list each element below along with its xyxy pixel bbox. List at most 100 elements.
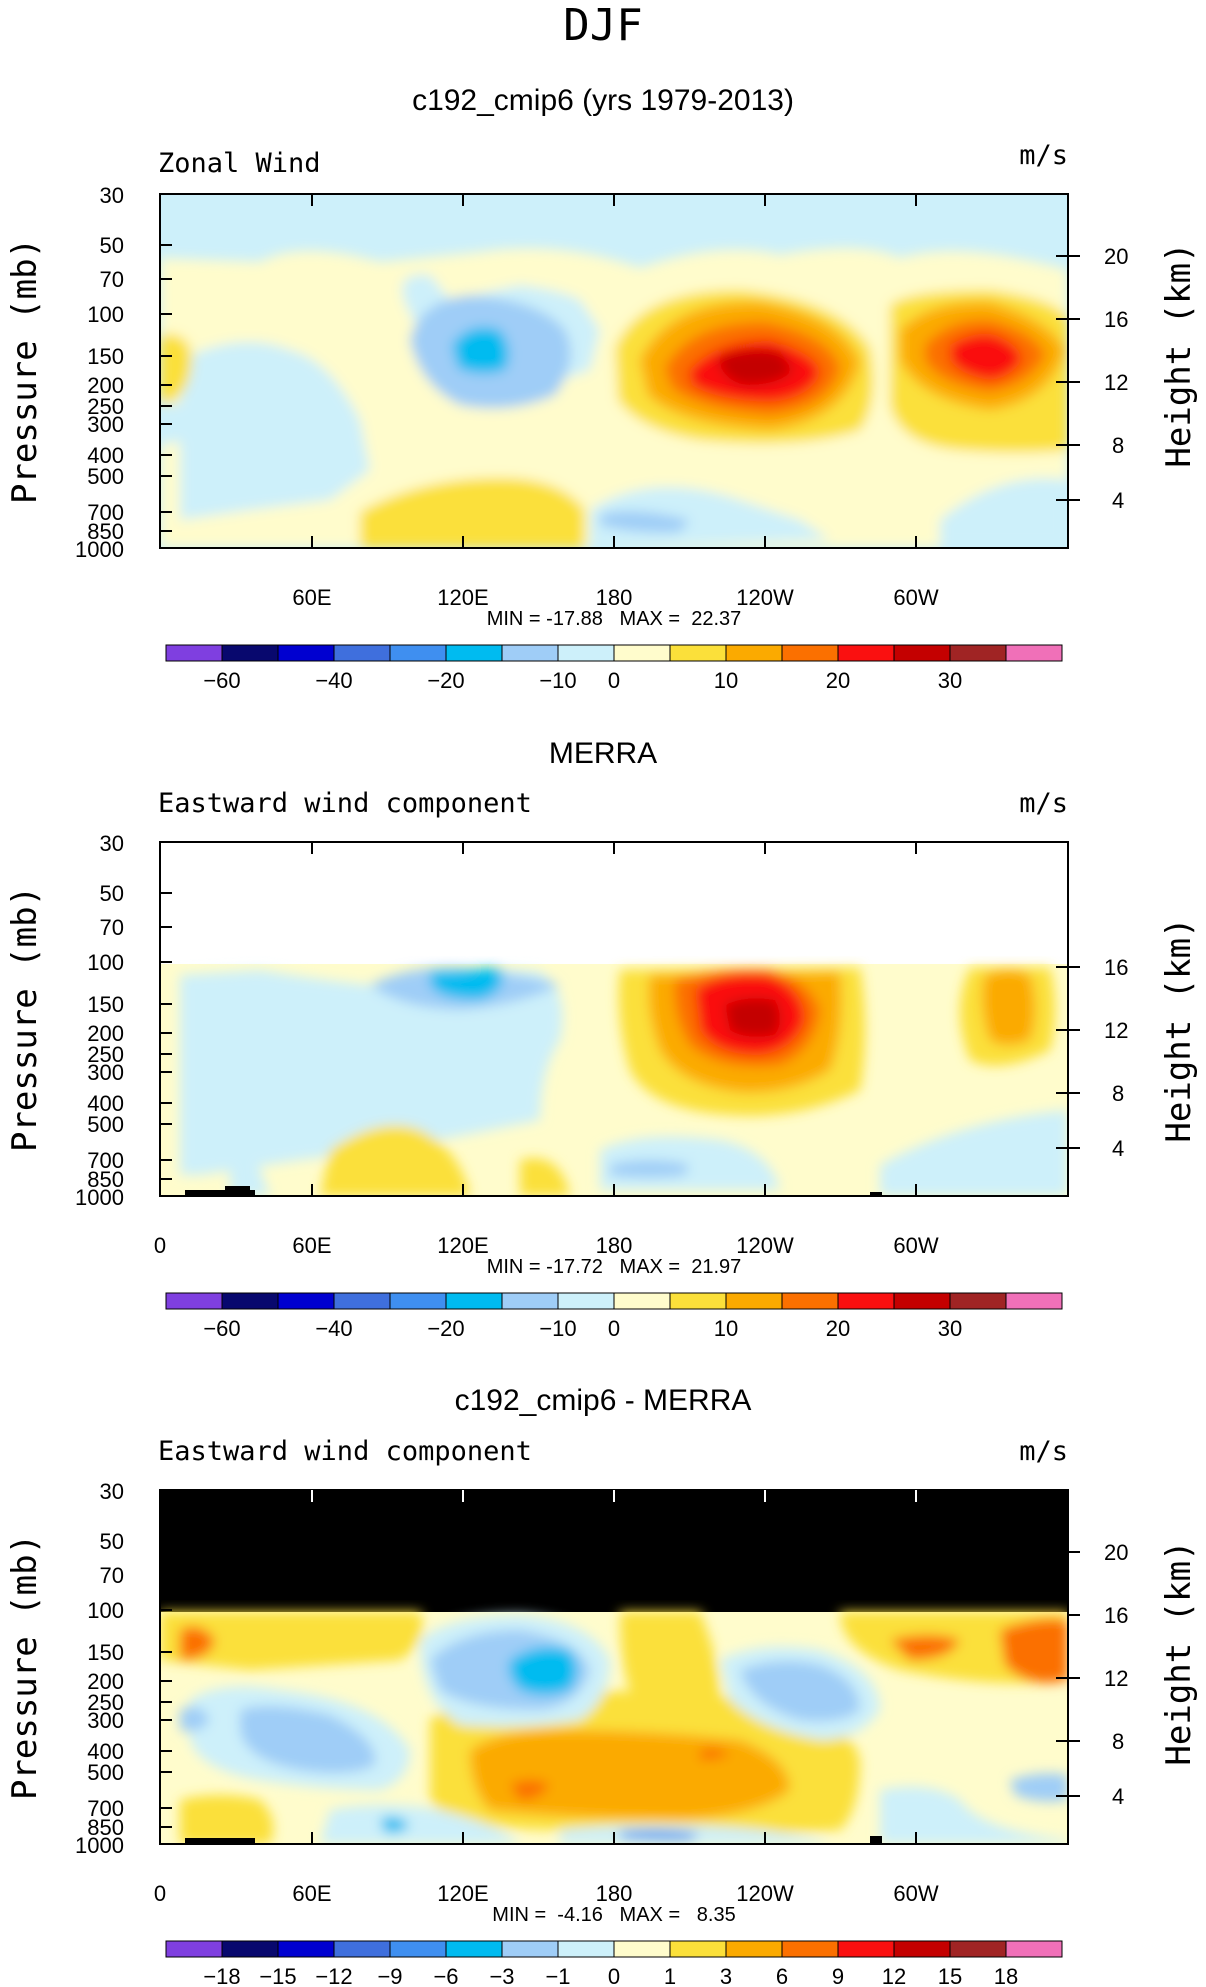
- contour-field: [160, 194, 1068, 548]
- y-tick-label: 200: [87, 1669, 124, 1694]
- y-tick-label: 400: [87, 1739, 124, 1764]
- y-tick-label-right: 4: [1112, 1784, 1124, 1809]
- y-tick-label: 400: [87, 1091, 124, 1116]
- colorbar-box: [725, 644, 783, 662]
- colorbar-box: [221, 644, 279, 662]
- colorbar-box: [389, 644, 447, 662]
- y-tick-label: 100: [87, 1598, 124, 1623]
- y-tick-label-right: 8: [1112, 1729, 1124, 1754]
- colorbar-box: [389, 1292, 447, 1310]
- y-tick-label-right: 4: [1112, 488, 1124, 513]
- colorbar-box: [781, 1292, 839, 1310]
- y-tick-label-right: 16: [1104, 1603, 1128, 1628]
- y-tick-label: 200: [87, 373, 124, 398]
- colorbar-label: −9: [377, 1964, 402, 1987]
- colorbar-label: −1: [545, 1964, 570, 1987]
- colorbar-label: −20: [427, 668, 464, 693]
- colorbar-box: [165, 1292, 223, 1310]
- colorbar-label: 0: [608, 1964, 620, 1987]
- y-axis-label: Pressure (mb): [5, 1534, 45, 1800]
- units-label: m/s: [1019, 788, 1068, 819]
- y-tick-label: 30: [100, 1479, 124, 1504]
- x-tick-label: 60W: [893, 1233, 938, 1258]
- colorbar-label: 15: [938, 1964, 962, 1987]
- y-tick-label: 50: [100, 1529, 124, 1554]
- panel-difference: c192_cmip6 - MERRA Eastward wind compone…: [5, 1384, 1199, 1987]
- x-tick-label: 120E: [437, 1233, 488, 1258]
- colorbar-label: 30: [938, 1316, 962, 1341]
- colorbar-label: −20: [427, 1316, 464, 1341]
- y-tick-label: 500: [87, 1760, 124, 1785]
- y-tick-label: 300: [87, 412, 124, 437]
- colorbar-label: 12: [882, 1964, 906, 1987]
- colorbar-box: [501, 1292, 559, 1310]
- colorbar-label: −40: [315, 1316, 352, 1341]
- colorbar-label: −3: [489, 1964, 514, 1987]
- colorbar-box: [277, 1292, 335, 1310]
- colorbar-box: [389, 1940, 447, 1958]
- colorbar-box: [445, 1940, 503, 1958]
- y-tick-label-right: 12: [1104, 1666, 1128, 1691]
- y-tick-label: 150: [87, 992, 124, 1017]
- colorbar-label: 3: [720, 1964, 732, 1987]
- colorbar-box: [1005, 644, 1063, 662]
- y-tick-label: 1000: [75, 1833, 124, 1858]
- colorbar-box: [725, 1940, 783, 1958]
- colorbar-box: [949, 644, 1007, 662]
- colorbar-box: [333, 644, 391, 662]
- colorbar-box: [893, 644, 951, 662]
- colorbar-label: 18: [994, 1964, 1018, 1987]
- colorbar-label: −10: [539, 668, 576, 693]
- x-tick-label: 180: [596, 1233, 633, 1258]
- y-tick-label-right: 8: [1112, 433, 1124, 458]
- colorbar-label: 0: [608, 1316, 620, 1341]
- y-tick-label: 30: [100, 183, 124, 208]
- x-tick-label: 60W: [893, 585, 938, 610]
- y-tick-label: 700: [87, 500, 124, 525]
- y-tick-label: 500: [87, 464, 124, 489]
- colorbar-box: [333, 1940, 391, 1958]
- x-tick-label: 180: [596, 1881, 633, 1906]
- x-tick-label: 120E: [437, 585, 488, 610]
- y-tick-label: 700: [87, 1796, 124, 1821]
- colorbar-label: 20: [826, 668, 850, 693]
- colorbar-label: 10: [714, 1316, 738, 1341]
- colorbar: −60 −40 −20 −10 0 10 20 30: [165, 644, 1063, 693]
- y-tick-label: 70: [100, 267, 124, 292]
- colorbar-box: [893, 1292, 951, 1310]
- y-tick-label: 250: [87, 1690, 124, 1715]
- y-axis-label-right: Height (km): [1159, 242, 1199, 467]
- colorbar-box: [557, 1292, 615, 1310]
- x-tick-label: 120W: [736, 1881, 794, 1906]
- colorbar-box: [613, 644, 671, 662]
- y-tick-label: 30: [100, 831, 124, 856]
- y-tick-label-right: 20: [1104, 1540, 1128, 1565]
- colorbar-box: [893, 1940, 951, 1958]
- y-tick-label: 1000: [75, 537, 124, 562]
- y-tick-label: 70: [100, 915, 124, 940]
- colorbar-box: [837, 1292, 895, 1310]
- colorbar-box: [613, 1940, 671, 1958]
- y-tick-label-right: 16: [1104, 307, 1128, 332]
- colorbar-box: [781, 644, 839, 662]
- colorbar-label: −12: [315, 1964, 352, 1987]
- y-tick-label: 1000: [75, 1185, 124, 1210]
- panel-title: c192_cmip6 (yrs 1979-2013): [412, 84, 794, 117]
- colorbar-box: [725, 1292, 783, 1310]
- y-axis-label-right: Height (km): [1159, 1540, 1199, 1765]
- colorbar: −60 −40 −20 −10 0 10 20 30: [165, 1292, 1063, 1341]
- y-tick-label-right: 4: [1112, 1136, 1124, 1161]
- colorbar-box: [165, 1940, 223, 1958]
- x-tick-label: 0: [154, 1881, 166, 1906]
- colorbar-box: [221, 1940, 279, 1958]
- y-tick-label: 150: [87, 344, 124, 369]
- colorbar-box: [277, 644, 335, 662]
- y-tick-label: 250: [87, 394, 124, 419]
- colorbar-box: [781, 1940, 839, 1958]
- x-tick-label: 60E: [292, 1233, 331, 1258]
- y-axis-label: Pressure (mb): [5, 886, 45, 1152]
- y-tick-label: 500: [87, 1112, 124, 1137]
- panel-model: c192_cmip6 (yrs 1979-2013) Zonal Wind m/…: [5, 84, 1199, 693]
- colorbar-label: −18: [203, 1964, 240, 1987]
- y-tick-label-right: 16: [1104, 955, 1128, 980]
